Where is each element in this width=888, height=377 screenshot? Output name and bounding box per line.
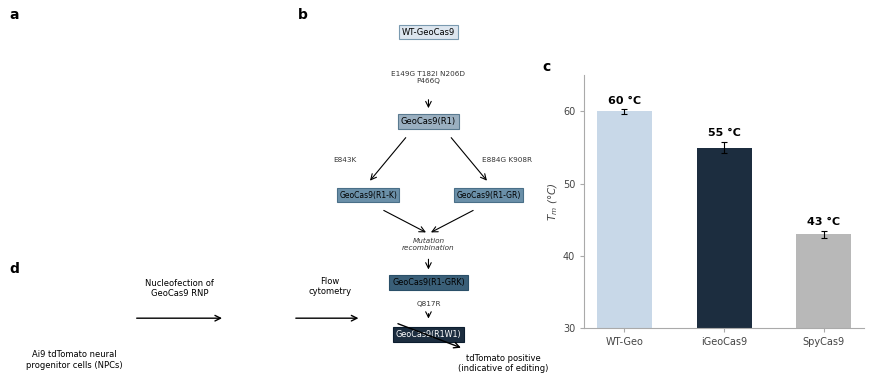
Text: E884G K908R: E884G K908R (482, 157, 532, 163)
Text: 55 °C: 55 °C (708, 128, 741, 138)
Text: Mutation
recombination: Mutation recombination (402, 238, 455, 251)
Text: d: d (9, 262, 19, 276)
Bar (697, 147, 751, 328)
Text: b: b (297, 8, 307, 21)
Y-axis label: $T_m$ (°C): $T_m$ (°C) (546, 182, 560, 221)
Text: E843K: E843K (333, 157, 356, 163)
Text: c: c (543, 60, 551, 74)
Text: Flow
cytometry: Flow cytometry (308, 277, 352, 296)
Text: WT-GeoCas9: WT-GeoCas9 (402, 28, 455, 37)
Text: 60 °C: 60 °C (608, 96, 641, 106)
Text: GeoCas9(R1-GR): GeoCas9(R1-GR) (456, 191, 521, 199)
Text: a: a (9, 8, 19, 21)
Text: Nucleofection of
GeoCas9 RNP: Nucleofection of GeoCas9 RNP (145, 279, 214, 299)
Text: tdTomato positive
(indicative of editing): tdTomato positive (indicative of editing… (458, 354, 549, 373)
Text: E149G T182I N206D
P466Q: E149G T182I N206D P466Q (392, 71, 465, 84)
Text: Q817R: Q817R (416, 301, 440, 307)
Text: GeoCas9(R1-GRK): GeoCas9(R1-GRK) (392, 278, 464, 287)
Bar (797, 234, 852, 328)
Text: GeoCas9(R1-K): GeoCas9(R1-K) (339, 191, 397, 199)
Text: 43 °C: 43 °C (807, 217, 840, 227)
Bar (597, 112, 652, 328)
Text: GeoCas9(R1): GeoCas9(R1) (400, 117, 456, 126)
Text: Ai9 tdTomato neural
progenitor cells (NPCs): Ai9 tdTomato neural progenitor cells (NP… (26, 350, 123, 370)
Text: GeoCas9(R1W1): GeoCas9(R1W1) (396, 330, 461, 339)
